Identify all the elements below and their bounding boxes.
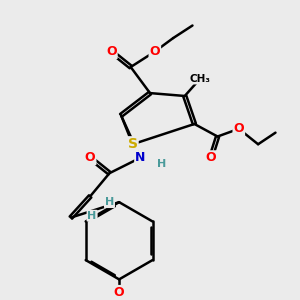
Text: H: H — [157, 158, 166, 169]
Text: CH₃: CH₃ — [190, 74, 211, 84]
Text: O: O — [206, 151, 216, 164]
Text: O: O — [106, 45, 117, 58]
Text: H: H — [88, 211, 97, 221]
Text: O: O — [85, 151, 95, 164]
Text: O: O — [114, 286, 124, 299]
Text: O: O — [149, 45, 160, 58]
Text: H: H — [105, 197, 114, 207]
Text: S: S — [128, 137, 138, 151]
Text: N: N — [135, 151, 146, 164]
Text: O: O — [233, 122, 244, 135]
